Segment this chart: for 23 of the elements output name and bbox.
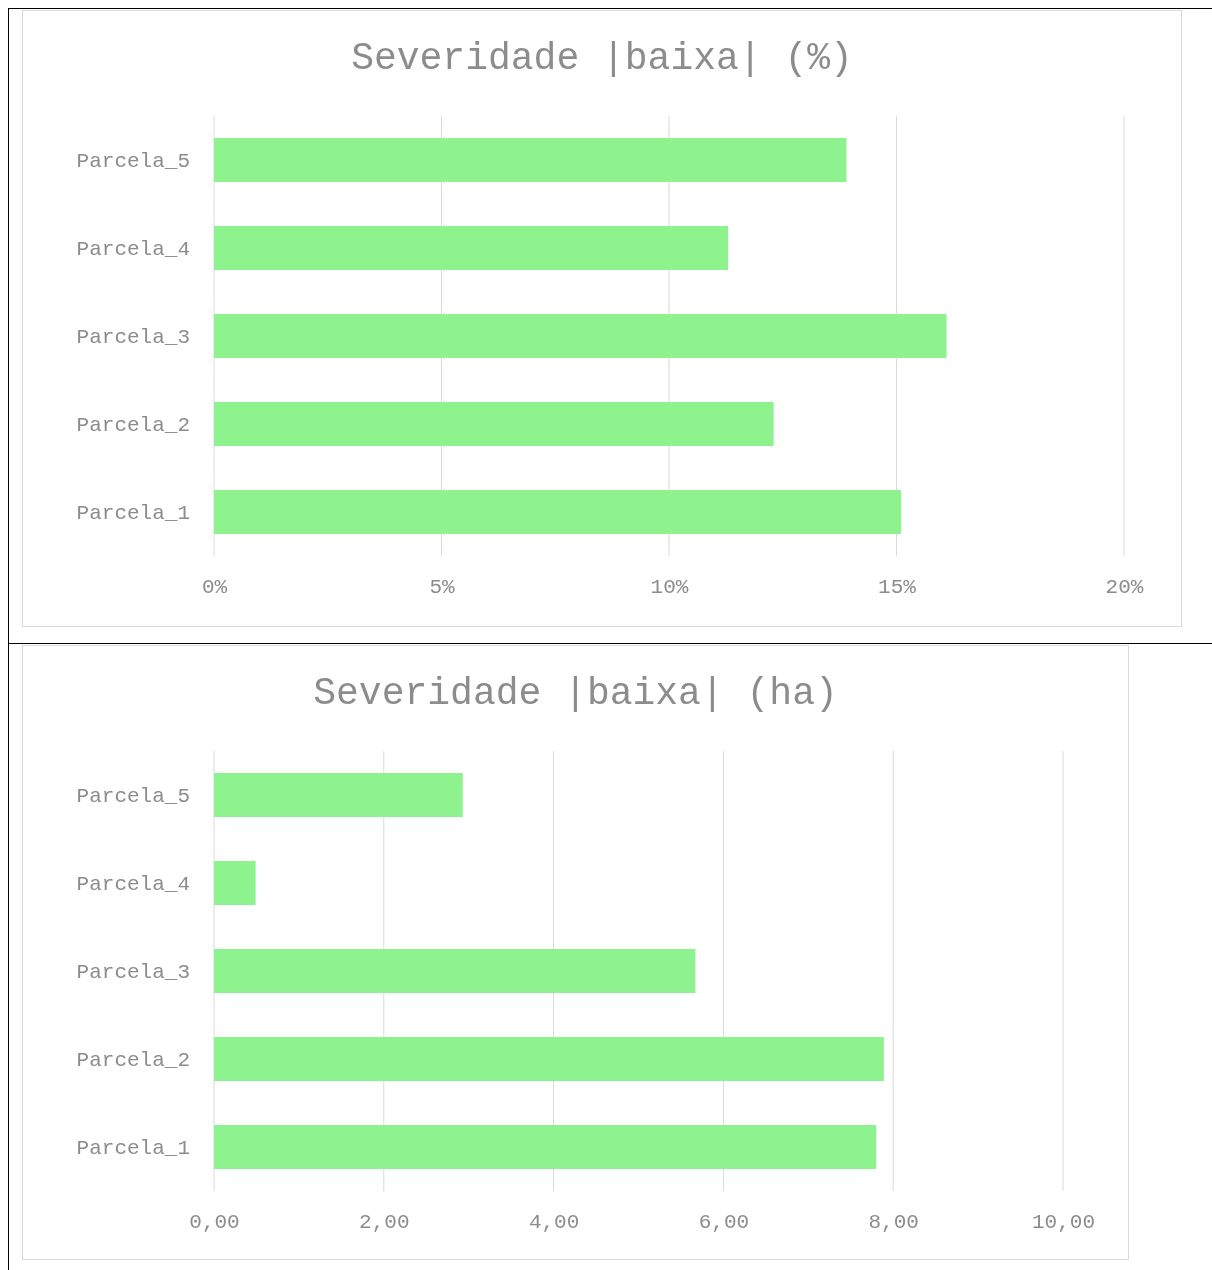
x-tick-label: 5% (429, 575, 455, 599)
chart-title: Severidade |baixa| (%) (351, 37, 853, 80)
y-tick-label: Parcela_5 (76, 784, 190, 808)
y-tick-label: Parcela_1 (76, 1136, 190, 1160)
x-tick-label: 8,00 (868, 1210, 919, 1234)
y-tick-label: Parcela_4 (76, 237, 190, 261)
y-tick-label: Parcela_4 (76, 872, 190, 896)
x-tick-label: 0,00 (189, 1210, 240, 1234)
x-tick-label: 2,00 (359, 1210, 410, 1234)
x-tick-label: 15% (878, 575, 917, 599)
x-tick-label: 10,00 (1031, 1210, 1096, 1234)
y-tick-label: Parcela_1 (76, 501, 190, 525)
y-tick-label: Parcela_3 (76, 960, 190, 984)
y-tick-label: Parcela_3 (76, 325, 190, 349)
x-tick-label: 20% (1105, 575, 1144, 599)
x-tick-label: 6,00 (698, 1210, 750, 1234)
y-tick-label: Parcela_2 (76, 413, 190, 437)
y-tick-label: Parcela_5 (76, 149, 190, 173)
x-tick-label: 4,00 (528, 1210, 580, 1234)
x-tick-label: 10% (650, 575, 689, 599)
chart-title: Severidade |baixa| (ha) (313, 672, 838, 715)
y-tick-label: Parcela_2 (76, 1048, 190, 1072)
x-tick-label: 0% (201, 575, 228, 599)
